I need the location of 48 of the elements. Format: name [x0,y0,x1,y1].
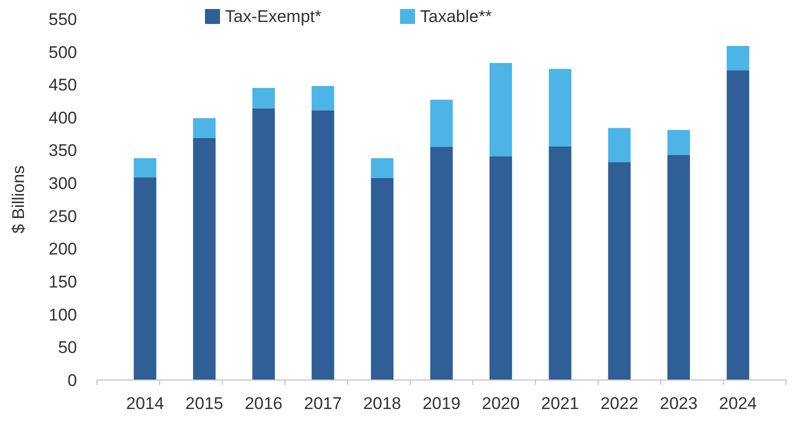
y-axis-title: $ Billions [9,165,28,234]
bar [370,178,394,380]
y-tick-label: 550 [48,10,77,29]
bar [490,156,512,380]
bar [490,62,512,156]
bar [134,158,156,178]
bar [667,130,690,155]
bar [312,86,334,110]
x-tick-label: 2022 [600,394,638,413]
legend-label: Taxable** [420,7,492,26]
bar [726,46,750,70]
y-tick-label: 150 [48,272,77,292]
y-tick-label: 300 [48,174,77,194]
bar [370,158,394,178]
y-tick-label: 0 [68,370,77,390]
bar [312,110,334,380]
y-tick-label: 200 [48,240,77,259]
bar [430,146,453,380]
bar [608,128,631,162]
bar [193,138,216,380]
x-tick-label: 2018 [363,394,402,413]
y-tick-label: 250 [48,206,77,226]
bar [726,70,750,380]
bar [667,154,690,380]
bar [252,108,275,380]
bar [608,162,631,380]
bar [252,88,275,108]
x-tick-label: 2014 [126,394,164,413]
y-tick-label: 100 [48,305,77,324]
y-tick-label: 350 [48,141,77,160]
x-tick-label: 2021 [541,394,580,413]
bar [548,68,572,146]
y-tick-label: 450 [48,76,77,95]
y-tick-label: 400 [48,108,77,128]
x-tick-label: 2020 [482,394,520,413]
y-tick-label: 50 [58,338,77,358]
x-tick-label: 2019 [422,394,460,413]
x-tick-label: 2017 [304,394,342,413]
bar [134,177,156,380]
x-tick-label: 2016 [244,394,283,413]
bar [430,100,453,147]
x-tick-label: 2023 [660,394,698,413]
x-tick-label: 2015 [185,394,224,413]
x-tick-label: 2024 [719,394,757,413]
bar [548,146,572,380]
y-tick-label: 500 [48,42,77,62]
legend-label: Tax-Exempt* [225,7,322,26]
bar [193,118,216,138]
